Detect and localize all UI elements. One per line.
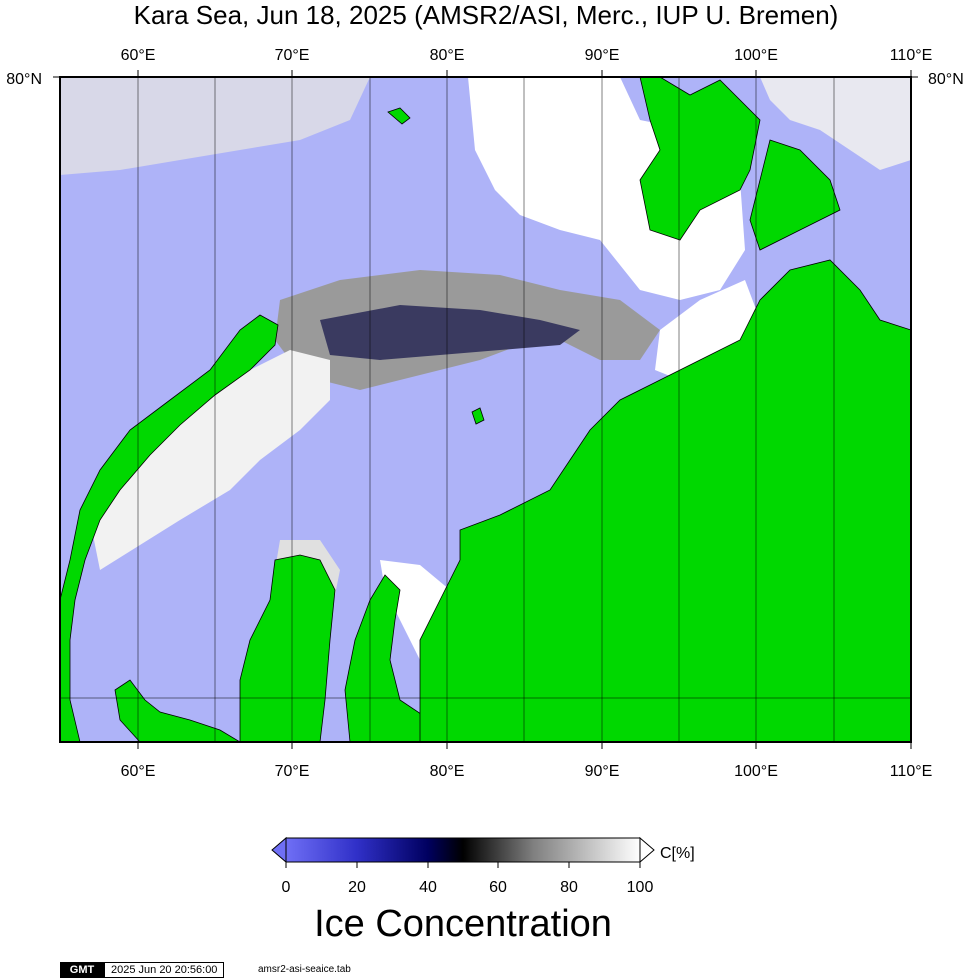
lon-label-70-top: 70°E	[275, 47, 310, 64]
colorbar-tick-100: 100	[627, 879, 654, 896]
severnaya-zemlya-east	[749, 139, 841, 251]
ice-novaya-zemlya-east	[90, 350, 330, 570]
lon-label-110-bottom: 110°E	[890, 763, 933, 780]
lon-label-100-bottom: 100°E	[734, 763, 778, 780]
lon-label-90-bottom: 90°E	[585, 763, 620, 780]
ice-north-east	[760, 77, 911, 170]
taymyr-mainland	[419, 259, 911, 742]
colorbar-gradient	[285, 837, 641, 863]
gmt-logo: GMT	[60, 962, 104, 978]
colorbar-low-arrow	[271, 836, 287, 864]
lat-label-left: 80°N	[6, 71, 42, 88]
timestamp: 2025 Jun 20 20:56:00	[104, 962, 225, 978]
colorbar-tick-0: 0	[282, 879, 291, 896]
lon-label-90-top: 90°E	[585, 47, 620, 64]
lon-label-60-top: 60°E	[121, 47, 156, 64]
severnaya-zemlya	[639, 77, 761, 241]
lon-label-100-top: 100°E	[734, 47, 778, 64]
lon-label-80-top: 80°E	[430, 47, 465, 64]
colorbar: C[%] 0 20 40 60 80 100	[271, 836, 695, 896]
vaygach	[114, 679, 241, 742]
lon-labels-top: 60°E 70°E 80°E 90°E 100°E 110°E	[121, 47, 933, 64]
ice-band-inner	[320, 305, 580, 360]
lon-label-80-bottom: 80°E	[430, 763, 465, 780]
tick-marks	[53, 70, 918, 749]
island-small-2	[471, 407, 485, 425]
colorbar-caption: Ice Concentration	[314, 903, 612, 945]
colorbar-tick-20: 20	[348, 879, 366, 896]
colorbar-ticks	[285, 862, 641, 868]
island-small-1	[387, 107, 411, 125]
map-area	[60, 77, 911, 742]
lon-label-70-bottom: 70°E	[275, 763, 310, 780]
colorbar-tick-labels: 0 20 40 60 80 100	[282, 879, 654, 896]
colorbar-tick-60: 60	[489, 879, 507, 896]
source-filename: amsr2-asi-seaice.tab	[258, 964, 351, 975]
colorbar-tick-40: 40	[419, 879, 437, 896]
colorbar-high-arrow	[639, 836, 655, 864]
lon-label-60-bottom: 60°E	[121, 763, 156, 780]
novaya-zemlya	[60, 314, 279, 742]
land	[60, 77, 911, 742]
yamal-peninsula	[239, 554, 336, 742]
colorbar-unit-label: C[%]	[660, 845, 695, 862]
lon-label-110-top: 110°E	[890, 47, 933, 64]
map-title: Kara Sea, Jun 18, 2025 (AMSR2/ASI, Merc.…	[134, 0, 839, 30]
colorbar-tick-80: 80	[560, 879, 578, 896]
map-frame	[59, 76, 912, 743]
graticule	[60, 77, 911, 742]
lon-labels-bottom: 60°E 70°E 80°E 90°E 100°E 110°E	[121, 763, 933, 780]
lat-label-right: 80°N	[928, 71, 964, 88]
